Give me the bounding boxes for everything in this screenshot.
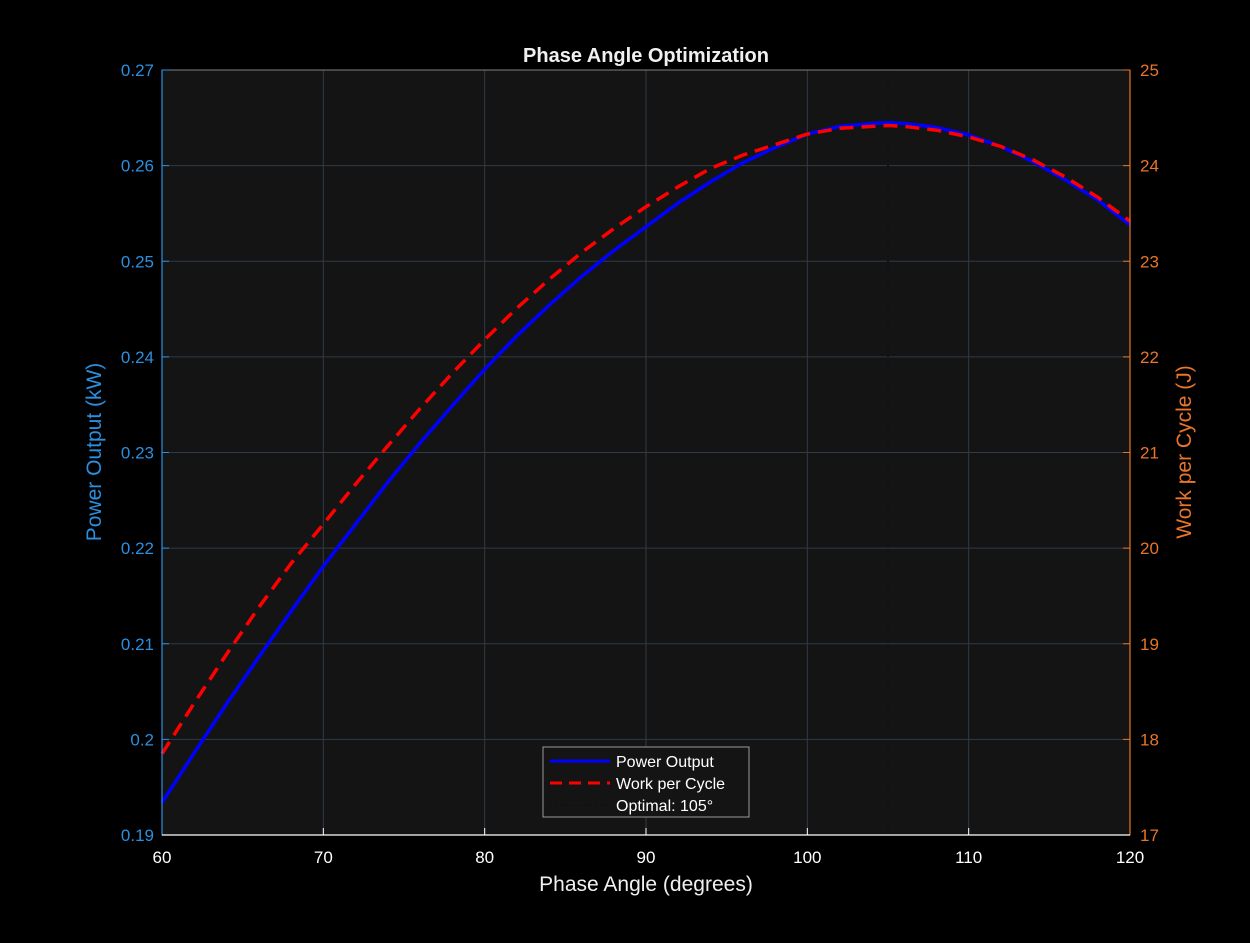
- y-left-tick-label: 0.23: [121, 444, 154, 463]
- y-right-tick-label: 20: [1140, 539, 1159, 558]
- y-left-tick-label: 0.22: [121, 539, 154, 558]
- y-right-tick-label: 21: [1140, 444, 1159, 463]
- series-power-output-line: [160, 120, 1132, 804]
- y-left-tick-label: 0.2: [130, 730, 154, 749]
- y-right-tick-label: 22: [1140, 348, 1159, 367]
- series-work-per-cycle-line: [160, 123, 1132, 755]
- y-left-tick-label: 0.27: [121, 61, 154, 80]
- legend-label-optimal: Optimal: 105°: [616, 798, 713, 815]
- y-right-tick-label: 18: [1140, 730, 1159, 749]
- x-tick-label: 80: [475, 848, 494, 867]
- axes: 60 70 80 90 100 110 120 0.19 0.2 0.21 0.22 0.23 0.24…: [121, 61, 1159, 867]
- chart-title: Phase Angle Optimization: [523, 45, 769, 67]
- legend-label-work-per-cycle: Work per Cycle: [616, 776, 725, 793]
- y-right-tick-label: 25: [1140, 61, 1159, 80]
- y-axis-left-label: Power Output (kW): [83, 363, 106, 542]
- x-tick-label: 60: [153, 848, 172, 867]
- legend-label-power-output: Power Output: [616, 754, 714, 771]
- plot-lines: [160, 70, 1132, 835]
- y-left-tick-label: 0.25: [121, 252, 154, 271]
- y-right-tick-label: 23: [1140, 252, 1159, 271]
- y-left-tick-label: 0.19: [121, 826, 154, 845]
- x-tick-label: 100: [793, 848, 821, 867]
- y-right-tick-label: 17: [1140, 826, 1159, 845]
- grid-lines: [162, 70, 1130, 835]
- y-left-tick-label: 0.26: [121, 157, 154, 176]
- y-axis-right-label: Work per Cycle (J): [1173, 365, 1196, 538]
- x-tick-label: 70: [314, 848, 333, 867]
- y-left-tick-label: 0.21: [121, 635, 154, 654]
- y-right-tick-label: 19: [1140, 635, 1159, 654]
- x-tick-label: 110: [955, 848, 982, 867]
- x-tick-label: 90: [637, 848, 656, 867]
- y-left-tick-label: 0.24: [121, 348, 154, 367]
- x-axis-label: Phase Angle (degrees): [539, 873, 753, 896]
- y-right-tick-label: 24: [1140, 157, 1159, 176]
- x-tick-label: 120: [1116, 848, 1144, 867]
- legend: Power Output Work per Cycle Optimal: 105…: [542, 746, 750, 818]
